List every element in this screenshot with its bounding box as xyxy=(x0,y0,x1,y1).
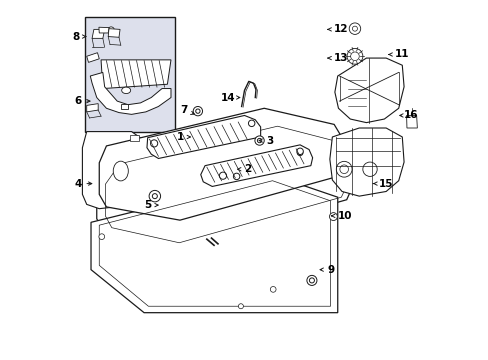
Ellipse shape xyxy=(122,87,130,94)
Circle shape xyxy=(270,287,276,292)
Polygon shape xyxy=(406,116,416,128)
Text: 7: 7 xyxy=(180,105,194,115)
Text: 11: 11 xyxy=(388,49,409,59)
Circle shape xyxy=(336,161,351,177)
Text: 1: 1 xyxy=(176,132,190,142)
Polygon shape xyxy=(99,108,344,220)
Circle shape xyxy=(238,304,243,309)
Circle shape xyxy=(150,140,158,147)
Polygon shape xyxy=(329,128,403,196)
Text: 15: 15 xyxy=(372,179,393,189)
Circle shape xyxy=(296,148,303,154)
Text: 12: 12 xyxy=(327,24,348,35)
Bar xyxy=(121,104,127,109)
Circle shape xyxy=(152,194,157,199)
Text: 4: 4 xyxy=(74,179,92,189)
Text: 6: 6 xyxy=(74,96,90,106)
Circle shape xyxy=(219,172,226,179)
Polygon shape xyxy=(147,116,260,158)
Polygon shape xyxy=(86,53,99,62)
Circle shape xyxy=(362,162,376,176)
Text: 16: 16 xyxy=(399,111,418,121)
Circle shape xyxy=(306,275,316,285)
Polygon shape xyxy=(101,60,171,89)
Bar xyxy=(129,135,139,141)
Circle shape xyxy=(346,48,362,64)
Text: 2: 2 xyxy=(237,164,251,174)
Circle shape xyxy=(248,120,254,127)
Text: 8: 8 xyxy=(72,32,85,41)
Text: 5: 5 xyxy=(144,200,158,210)
Polygon shape xyxy=(108,29,120,37)
Polygon shape xyxy=(97,121,355,248)
Polygon shape xyxy=(91,176,337,313)
Text: 14: 14 xyxy=(221,93,239,103)
Circle shape xyxy=(297,150,303,156)
Polygon shape xyxy=(82,132,155,209)
Circle shape xyxy=(254,136,264,145)
Text: 10: 10 xyxy=(331,211,351,221)
Circle shape xyxy=(193,107,202,116)
Bar xyxy=(85,17,174,132)
Ellipse shape xyxy=(113,161,128,181)
Circle shape xyxy=(309,278,314,283)
Polygon shape xyxy=(90,72,171,114)
Circle shape xyxy=(108,27,114,33)
Circle shape xyxy=(99,234,104,239)
Polygon shape xyxy=(201,145,312,186)
Circle shape xyxy=(195,109,200,113)
Circle shape xyxy=(352,26,357,31)
Polygon shape xyxy=(334,58,403,123)
Circle shape xyxy=(149,190,160,202)
Circle shape xyxy=(350,52,359,60)
Circle shape xyxy=(257,138,261,143)
Text: 3: 3 xyxy=(259,136,273,145)
Circle shape xyxy=(339,165,348,174)
Polygon shape xyxy=(92,30,104,39)
Circle shape xyxy=(233,173,239,180)
Polygon shape xyxy=(86,104,98,112)
Circle shape xyxy=(329,213,337,221)
Text: 9: 9 xyxy=(320,265,333,275)
Circle shape xyxy=(348,23,360,35)
Text: 13: 13 xyxy=(327,53,348,63)
Polygon shape xyxy=(99,27,109,33)
